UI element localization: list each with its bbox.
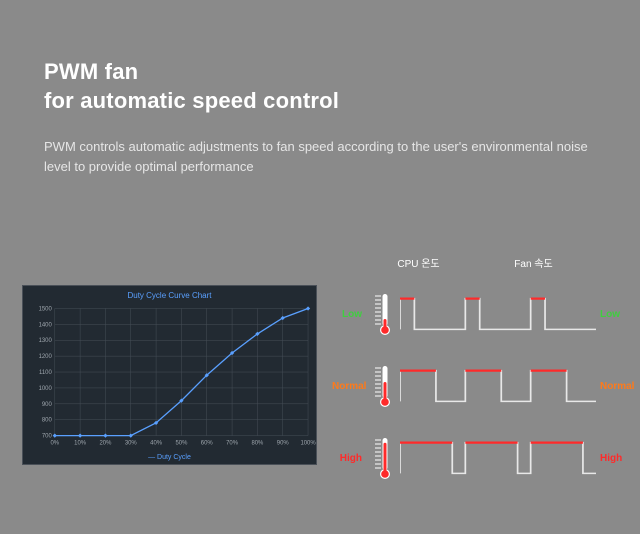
row-label-left: Normal [332, 381, 366, 392]
thermometer-icon [366, 434, 400, 482]
svg-text:1000: 1000 [39, 386, 53, 392]
svg-text:900: 900 [42, 402, 53, 408]
pwm-wave [400, 436, 596, 480]
svg-text:50%: 50% [175, 441, 188, 447]
row-label-right: Low [596, 309, 632, 320]
column-header-fan: Fan 속도 [471, 255, 596, 270]
title-line2: for automatic speed control [44, 88, 339, 113]
svg-text:70%: 70% [226, 441, 239, 447]
chart-legend: — Duty Cycle [23, 454, 316, 463]
pwm-wave [400, 364, 596, 408]
chart-title: Duty Cycle Curve Chart [23, 286, 316, 300]
row-label-right: Normal [596, 381, 632, 392]
column-header-cpu: CPU 온도 [366, 255, 471, 270]
svg-text:1300: 1300 [39, 338, 53, 344]
chart-plot: 700 800 900 1000 1100 1200 1300 1400 1500 0% 10% 20… [23, 300, 316, 454]
svg-text:20%: 20% [99, 441, 112, 447]
page-title: PWM fan for automatic speed control [44, 58, 596, 115]
thermometer-icon [366, 290, 400, 338]
thermometer-icon [366, 362, 400, 410]
svg-text:1400: 1400 [39, 322, 53, 328]
duty-cycle-chart: Duty Cycle Curve Chart 700 800 900 1000 1100… [22, 285, 317, 465]
svg-text:0%: 0% [50, 441, 59, 447]
svg-text:1100: 1100 [39, 370, 52, 376]
temp-fan-row: Low Low [332, 284, 632, 344]
svg-text:1200: 1200 [39, 354, 53, 360]
temp-fan-row: Normal Normal [332, 356, 632, 416]
pwm-wave [400, 292, 596, 336]
svg-text:800: 800 [42, 418, 53, 424]
svg-text:40%: 40% [150, 441, 163, 447]
svg-text:90%: 90% [277, 441, 290, 447]
temp-fan-row: High High [332, 428, 632, 488]
svg-text:80%: 80% [251, 441, 264, 447]
svg-text:1500: 1500 [39, 306, 53, 312]
row-label-left: Low [332, 309, 366, 320]
svg-text:10%: 10% [74, 441, 87, 447]
svg-text:100%: 100% [300, 441, 316, 447]
row-label-left: High [332, 453, 366, 464]
temperature-fan-panel: CPU 온도 Fan 속도 Low Low Normal Normal High [332, 255, 632, 500]
svg-text:700: 700 [42, 434, 53, 440]
row-label-right: High [596, 453, 632, 464]
description: PWM controls automatic adjustments to fa… [44, 137, 596, 176]
svg-text:60%: 60% [201, 441, 214, 447]
title-line1: PWM fan [44, 59, 138, 84]
svg-text:30%: 30% [125, 441, 138, 447]
